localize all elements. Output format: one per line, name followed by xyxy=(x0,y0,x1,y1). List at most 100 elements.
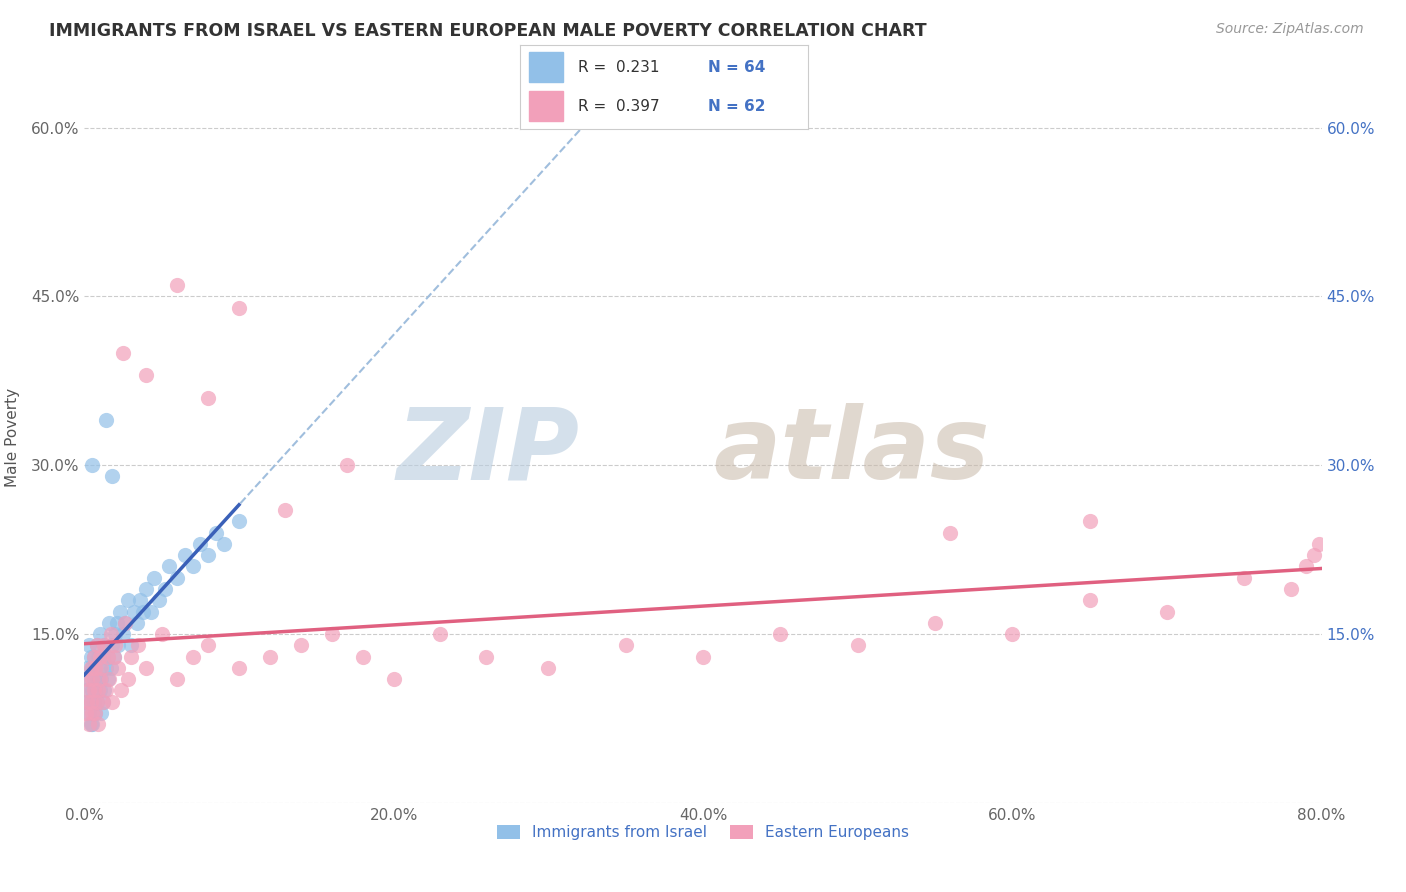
Point xyxy=(107,661,129,675)
Point xyxy=(1308,537,1330,551)
Point xyxy=(117,672,139,686)
Text: N = 62: N = 62 xyxy=(707,99,765,114)
Point xyxy=(769,627,792,641)
Point xyxy=(84,706,107,720)
Point xyxy=(290,638,312,652)
Point xyxy=(76,694,98,708)
Point xyxy=(108,605,131,619)
Point xyxy=(93,638,115,652)
Bar xyxy=(529,53,564,82)
Point xyxy=(112,345,135,359)
Point xyxy=(125,615,148,630)
Bar xyxy=(529,91,564,120)
Point xyxy=(77,717,100,731)
Text: R =  0.397: R = 0.397 xyxy=(578,99,659,114)
Point xyxy=(87,683,110,698)
Point xyxy=(1156,605,1178,619)
Point xyxy=(1233,571,1256,585)
Point xyxy=(83,649,105,664)
Point xyxy=(159,559,180,574)
Point xyxy=(174,548,197,562)
Point xyxy=(228,661,250,675)
Point xyxy=(114,615,136,630)
Point xyxy=(135,582,157,596)
Point xyxy=(87,717,110,731)
Point xyxy=(537,661,560,675)
Text: ZIP: ZIP xyxy=(396,403,579,500)
Point xyxy=(336,458,359,473)
Point xyxy=(135,661,157,675)
Point xyxy=(846,638,869,652)
Point xyxy=(96,649,118,664)
Point xyxy=(94,661,117,675)
Point xyxy=(181,559,204,574)
Point xyxy=(127,638,149,652)
Point xyxy=(83,694,105,708)
Point xyxy=(79,649,101,664)
Point xyxy=(90,661,112,675)
Point xyxy=(86,694,108,708)
Point xyxy=(84,661,107,675)
Point xyxy=(76,661,98,675)
Point xyxy=(122,605,145,619)
Point xyxy=(135,368,157,383)
Point xyxy=(228,515,250,529)
Point xyxy=(79,694,101,708)
Point xyxy=(77,672,100,686)
Point xyxy=(91,649,114,664)
Point xyxy=(96,649,118,664)
Point xyxy=(129,593,152,607)
Point xyxy=(117,593,139,607)
Text: R =  0.231: R = 0.231 xyxy=(578,60,659,75)
Point xyxy=(89,683,111,698)
Point xyxy=(1078,515,1101,529)
Point xyxy=(86,638,108,652)
Point xyxy=(91,694,114,708)
Point xyxy=(77,683,100,698)
Point xyxy=(101,638,124,652)
Point xyxy=(132,605,155,619)
Text: N = 64: N = 64 xyxy=(707,60,765,75)
Point xyxy=(96,672,118,686)
Point xyxy=(79,717,101,731)
Point xyxy=(91,694,114,708)
Point xyxy=(166,672,188,686)
Point xyxy=(614,638,637,652)
Point xyxy=(98,615,121,630)
Point xyxy=(104,638,127,652)
Point xyxy=(79,694,101,708)
Point xyxy=(82,672,104,686)
Point xyxy=(139,605,162,619)
Text: atlas: atlas xyxy=(713,403,990,500)
Point xyxy=(83,683,105,698)
Point xyxy=(98,672,121,686)
Point xyxy=(321,627,343,641)
Point xyxy=(93,683,115,698)
Point xyxy=(100,627,122,641)
Point xyxy=(274,503,297,517)
Point xyxy=(197,638,219,652)
Point xyxy=(94,413,117,427)
Y-axis label: Male Poverty: Male Poverty xyxy=(4,387,20,487)
Point xyxy=(75,694,97,708)
Point xyxy=(90,672,112,686)
Point xyxy=(94,683,117,698)
Point xyxy=(205,525,228,540)
Point xyxy=(82,683,104,698)
Point xyxy=(82,706,104,720)
Point xyxy=(352,649,374,664)
Point xyxy=(1302,548,1324,562)
Point xyxy=(104,627,127,641)
Point xyxy=(77,706,100,720)
Point xyxy=(89,661,111,675)
Text: IMMIGRANTS FROM ISRAEL VS EASTERN EUROPEAN MALE POVERTY CORRELATION CHART: IMMIGRANTS FROM ISRAEL VS EASTERN EUROPE… xyxy=(49,22,927,40)
Point xyxy=(188,537,211,551)
Point xyxy=(150,627,173,641)
Point xyxy=(82,458,104,473)
Point xyxy=(105,615,128,630)
Point xyxy=(89,672,111,686)
Point xyxy=(382,672,405,686)
Point xyxy=(939,525,962,540)
Point xyxy=(148,593,170,607)
Point xyxy=(89,627,111,641)
